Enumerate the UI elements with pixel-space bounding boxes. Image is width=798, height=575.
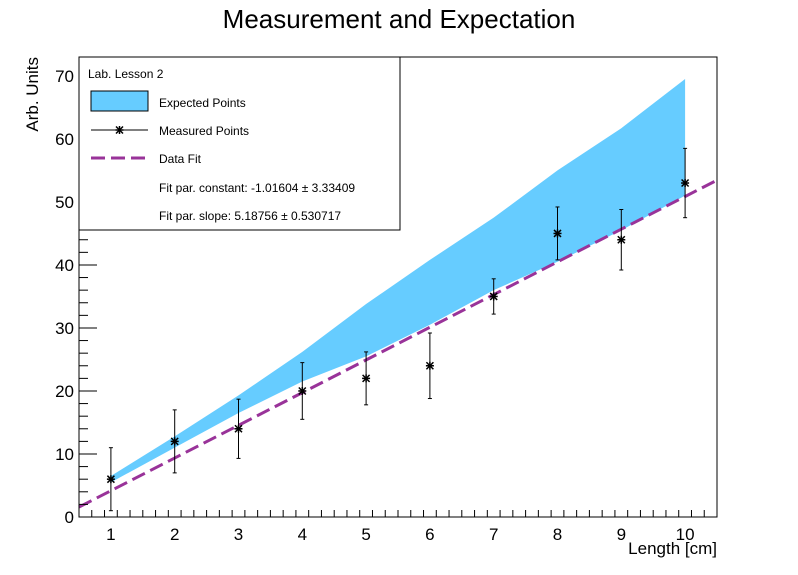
data-point-6 — [425, 332, 434, 400]
data-point-4 — [298, 362, 307, 420]
legend-entry-fit: Data Fit — [159, 152, 202, 166]
y-tick-label-50: 50 — [55, 193, 74, 212]
point-marker — [553, 229, 562, 238]
plot-area — [78, 79, 718, 512]
legend-entry-measured: Measured Points — [159, 124, 249, 138]
data-point-10 — [681, 147, 690, 219]
x-tick-label-5: 5 — [361, 525, 370, 544]
y-tick-label-0: 0 — [65, 508, 74, 527]
legend-fit-constant: Fit par. constant: -1.01604 ± 3.33409 — [159, 181, 355, 195]
legend-fit-slope: Fit par. slope: 5.18756 ± 0.530717 — [159, 209, 341, 223]
y-tick-label-30: 30 — [55, 319, 74, 338]
legend-header: Lab. Lesson 2 — [88, 67, 164, 81]
x-tick-label-9: 9 — [617, 525, 626, 544]
axes: 1 2 3 4 5 6 7 8 9 10 0 10 20 30 40 50 60 70 — [55, 62, 718, 544]
y-tick-label-70: 70 — [55, 67, 74, 86]
x-tick-label-7: 7 — [489, 525, 498, 544]
x-axis-label: Length [cm] — [628, 539, 717, 558]
data-point-2 — [170, 409, 179, 474]
expected-band — [110, 79, 686, 483]
point-marker — [425, 361, 434, 370]
data-point-9 — [617, 208, 626, 271]
y-tick-label-10: 10 — [55, 445, 74, 464]
data-point-1 — [106, 447, 115, 512]
data-point-5 — [362, 351, 371, 406]
legend-entry-expected: Expected Points — [159, 96, 246, 110]
point-marker — [106, 475, 115, 484]
point-marker — [681, 178, 690, 188]
data-point-3 — [234, 398, 243, 459]
data-point-8 — [553, 206, 562, 261]
point-marker — [489, 292, 498, 301]
x-tick-label-1: 1 — [106, 525, 115, 544]
x-tick-label-4: 4 — [298, 525, 307, 544]
point-marker — [298, 386, 307, 396]
legend-band-swatch — [90, 90, 149, 112]
legend-box — [78, 56, 401, 231]
y-tick-label-20: 20 — [55, 382, 74, 401]
y-axis-label: Arb. Units — [23, 57, 42, 132]
x-tick-label-8: 8 — [553, 525, 562, 544]
point-marker — [617, 235, 626, 244]
point-marker — [234, 424, 243, 433]
x-tick-label-2: 2 — [170, 525, 179, 544]
point-marker — [362, 374, 371, 383]
chart-title: Measurement and Expectation — [223, 4, 576, 34]
x-tick-label-3: 3 — [234, 525, 243, 544]
legend-measured-marker — [115, 125, 124, 135]
legend: Lab. Lesson 2 Expected Points Measured P… — [78, 56, 401, 231]
x-tick-label-6: 6 — [425, 525, 434, 544]
point-marker — [170, 437, 179, 446]
y-tick-label-60: 60 — [55, 130, 74, 149]
x-tick-label-10: 10 — [676, 525, 695, 544]
y-tick-label-40: 40 — [55, 256, 74, 275]
data-point-7 — [489, 278, 498, 315]
